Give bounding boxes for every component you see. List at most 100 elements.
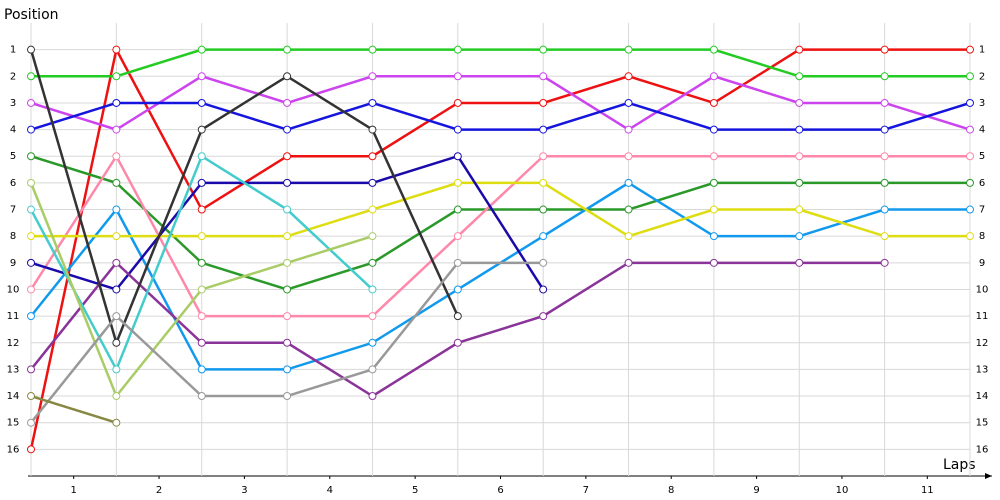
point <box>112 365 121 374</box>
y-tick-label: 11 <box>7 311 20 322</box>
point <box>112 125 121 134</box>
point <box>368 365 377 374</box>
point <box>112 285 121 294</box>
point <box>283 98 292 107</box>
point <box>27 285 35 294</box>
y-tick-label: 7 <box>979 205 985 216</box>
point <box>709 178 718 187</box>
y-tick-label: 13 <box>976 364 989 375</box>
point <box>112 205 121 214</box>
point <box>27 418 35 427</box>
point <box>453 152 462 161</box>
y-tick-label: 14 <box>7 391 20 402</box>
series-line <box>30 394 117 424</box>
point <box>795 45 804 54</box>
point <box>283 285 292 294</box>
point <box>27 125 35 134</box>
y-tick-label: 5 <box>10 151 16 162</box>
x-tick-label: 10 <box>836 485 849 496</box>
point <box>27 152 35 161</box>
point <box>453 312 462 321</box>
point <box>368 178 377 187</box>
point <box>283 392 292 401</box>
point <box>197 312 206 321</box>
point <box>709 258 718 267</box>
point <box>966 232 974 241</box>
point <box>539 98 548 107</box>
y-axis-label: Position <box>4 7 59 23</box>
point <box>368 338 377 347</box>
series-line <box>31 181 970 238</box>
point <box>283 258 292 267</box>
x-tick-label: 1 <box>70 485 76 496</box>
point <box>197 205 206 214</box>
point <box>112 338 121 347</box>
x-tick-label: 9 <box>753 485 759 496</box>
y-tick-label: 7 <box>10 205 16 216</box>
point <box>453 98 462 107</box>
point <box>27 392 35 401</box>
point <box>27 365 35 374</box>
point <box>368 152 377 161</box>
point <box>283 45 292 54</box>
point <box>283 152 292 161</box>
y-tick-label: 6 <box>10 178 16 189</box>
y-tick-label: 14 <box>976 391 989 402</box>
point <box>795 98 804 107</box>
point <box>539 152 548 161</box>
point <box>368 232 377 241</box>
point <box>624 98 633 107</box>
x-tick-label: 6 <box>497 485 503 496</box>
y-tick-label: 4 <box>10 125 16 136</box>
point <box>453 72 462 81</box>
point <box>539 178 548 187</box>
point <box>624 45 633 54</box>
point <box>283 312 292 321</box>
point <box>453 338 462 347</box>
point <box>27 178 35 187</box>
point <box>27 312 35 321</box>
point <box>368 205 377 214</box>
point <box>539 285 548 294</box>
point <box>27 445 35 454</box>
point <box>453 285 462 294</box>
point <box>112 312 121 321</box>
y-tick-label: 8 <box>10 231 16 242</box>
y-tick-label: 5 <box>979 151 985 162</box>
point <box>966 178 974 187</box>
point <box>368 98 377 107</box>
point <box>197 365 206 374</box>
y-tick-label: 12 <box>7 338 20 349</box>
x-tick-label: 11 <box>921 485 934 496</box>
y-tick-label: 1 <box>10 45 16 56</box>
point <box>368 258 377 267</box>
point <box>27 98 35 107</box>
series-line <box>30 101 971 131</box>
point <box>453 45 462 54</box>
point <box>709 205 718 214</box>
y-tick-label: 3 <box>10 98 16 109</box>
point <box>27 258 35 267</box>
point <box>453 258 462 267</box>
point <box>624 152 633 161</box>
point <box>368 125 377 134</box>
point <box>197 72 206 81</box>
point <box>880 72 889 81</box>
x-tick-label: 2 <box>156 485 162 496</box>
point <box>453 205 462 214</box>
y-tick-label: 12 <box>976 338 989 349</box>
point <box>539 125 548 134</box>
point <box>539 232 548 241</box>
point <box>539 258 548 267</box>
point <box>539 45 548 54</box>
point <box>112 178 121 187</box>
y-tick-label: 3 <box>979 98 985 109</box>
point <box>368 392 377 401</box>
point <box>283 338 292 347</box>
point <box>795 125 804 134</box>
point <box>966 125 974 134</box>
y-tick-label: 15 <box>7 418 20 429</box>
point <box>880 152 889 161</box>
series-line <box>31 48 970 78</box>
point <box>27 45 35 54</box>
